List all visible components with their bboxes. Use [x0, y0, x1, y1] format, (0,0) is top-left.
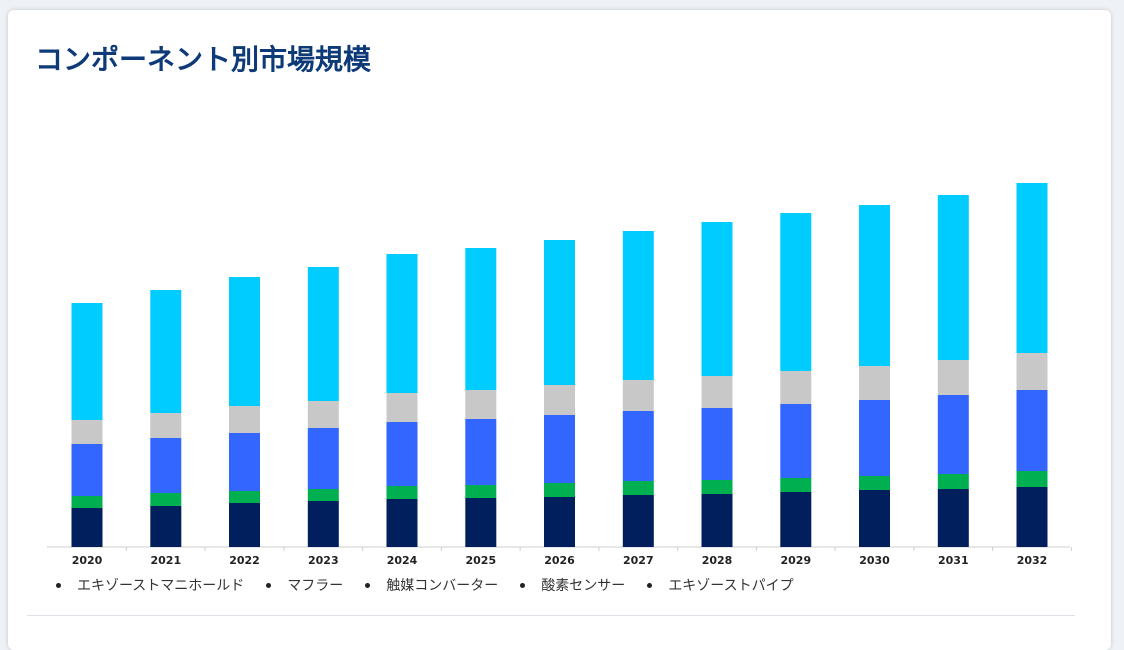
bar-segment-2030-series-2	[859, 400, 890, 476]
bar-segment-2026-series-4	[544, 240, 575, 385]
bar-segment-2026-series-0	[544, 497, 575, 547]
legend-item: エキゾーストパイプ	[647, 575, 794, 595]
bar-segment-2030-series-3	[859, 366, 890, 400]
x-tick-label: 2030	[859, 554, 890, 567]
bar-segment-2021-series-4	[150, 290, 182, 413]
bar-segment-2031-series-1	[937, 474, 969, 489]
chart-legend: エキゾーストマニホールド マフラー 触媒コンバーター 酸素センサー エキゾーストパイプ	[56, 575, 816, 595]
bar-segment-2027-series-0	[622, 495, 654, 547]
bar-segment-2028-series-2	[701, 408, 733, 480]
bar-segment-2025-series-0	[465, 498, 497, 547]
bar-segment-2025-series-2	[465, 419, 497, 485]
bar-segment-2021-series-3	[150, 413, 182, 438]
x-tick-label: 2032	[1017, 554, 1048, 567]
bar-segment-2028-series-0	[701, 494, 733, 547]
bar-segment-2030-series-4	[859, 205, 890, 366]
legend-item: エキゾーストマニホールド	[56, 575, 244, 595]
x-tick-label: 2022	[229, 554, 260, 567]
bar-segment-2025-series-1	[465, 485, 497, 498]
bar-segment-2031-series-3	[937, 360, 969, 395]
bar-segment-2032-series-0	[1016, 487, 1048, 547]
bar-segment-2028-series-1	[701, 480, 733, 494]
bar-segment-2022-series-3	[229, 406, 260, 433]
bar-segment-2024-series-1	[386, 486, 418, 499]
x-tick-label: 2027	[623, 554, 654, 567]
x-tick-label: 2025	[465, 554, 496, 567]
bar-segment-2023-series-3	[307, 401, 339, 428]
legend-bullet-icon	[365, 582, 371, 588]
bar-segment-2031-series-2	[937, 395, 969, 474]
bar-segment-2026-series-1	[544, 483, 575, 497]
bar-segment-2027-series-4	[622, 231, 654, 380]
bar-segment-2029-series-1	[780, 478, 812, 492]
bar-segment-2021-series-0	[150, 506, 182, 547]
bar-segment-2023-series-4	[307, 267, 339, 401]
legend-bullet-icon	[520, 582, 526, 588]
bar-segment-2029-series-2	[780, 404, 812, 478]
legend-label: エキゾーストマニホールド	[77, 578, 245, 594]
bar-segment-2022-series-0	[229, 503, 260, 547]
divider	[27, 615, 1075, 616]
bar-segment-2025-series-3	[465, 390, 497, 419]
bar-segment-2029-series-4	[780, 213, 812, 371]
bar-segment-2022-series-4	[229, 277, 260, 406]
bar-segment-2027-series-2	[622, 411, 654, 481]
legend-label: マフラー	[287, 578, 344, 594]
bar-segment-2022-series-2	[229, 433, 260, 491]
bar-segment-2032-series-3	[1016, 353, 1048, 390]
bar-segment-2024-series-2	[386, 422, 418, 486]
legend-label: 酸素センサー	[541, 578, 626, 594]
bar-segment-2023-series-2	[307, 428, 339, 489]
page-title: コンポーネント別市場規模	[35, 43, 372, 76]
bar-segment-2031-series-0	[937, 489, 969, 547]
x-tick-label: 2029	[780, 554, 811, 567]
legend-label: エキゾーストパイプ	[668, 578, 794, 594]
bar-segment-2020-series-1	[71, 496, 103, 508]
bar-segment-2020-series-3	[71, 420, 103, 444]
x-tick-label: 2031	[938, 554, 969, 567]
bar-segment-2029-series-3	[780, 371, 812, 404]
bar-segment-2028-series-4	[701, 222, 733, 376]
legend-bullet-icon	[56, 582, 61, 588]
legend-label: 触媒コンバーター	[386, 578, 499, 594]
legend-item: マフラー	[266, 575, 343, 595]
bar-segment-2024-series-3	[386, 393, 418, 422]
bar-segment-2030-series-0	[859, 490, 890, 547]
bar-segment-2031-series-4	[937, 195, 969, 360]
bar-segment-2023-series-0	[307, 501, 339, 547]
bar-segment-2023-series-1	[307, 489, 339, 501]
bar-segment-2027-series-1	[622, 481, 654, 495]
x-tick-label: 2028	[702, 554, 733, 567]
bar-segment-2032-series-1	[1016, 471, 1048, 487]
bar-segment-2025-series-4	[465, 248, 497, 390]
bar-segment-2032-series-4	[1016, 183, 1048, 353]
bar-segment-2026-series-2	[544, 415, 575, 483]
legend-item: 触媒コンバーター	[365, 575, 498, 595]
bar-segment-2021-series-2	[150, 438, 182, 493]
legend-bullet-icon	[266, 582, 272, 588]
stacked-bar-chart: 2020 2021 2022 2023 2024 2025 2026 2027 2028 2029…	[47, 183, 1072, 567]
bar-segment-2022-series-1	[229, 491, 260, 503]
bar-segment-2029-series-0	[780, 492, 812, 547]
bar-segment-2020-series-2	[71, 444, 103, 496]
bar-segment-2021-series-1	[150, 493, 182, 506]
bar-segment-2027-series-3	[622, 380, 654, 411]
bar-segment-2028-series-3	[701, 376, 733, 408]
x-tick-label: 2023	[308, 554, 339, 567]
x-tick-label: 2020	[72, 554, 103, 567]
bar-segment-2020-series-0	[71, 508, 103, 547]
bar-segment-2020-series-4	[71, 303, 103, 420]
x-tick-label: 2026	[544, 554, 575, 567]
bar-segment-2024-series-0	[386, 499, 418, 547]
bar-segment-2032-series-2	[1016, 390, 1048, 471]
bar-segment-2030-series-1	[859, 476, 890, 490]
legend-bullet-icon	[647, 582, 653, 588]
bar-segment-2026-series-3	[544, 385, 575, 415]
legend-item: 酸素センサー	[520, 575, 625, 595]
bar-segment-2024-series-4	[386, 254, 418, 393]
x-tick-label: 2021	[150, 554, 181, 567]
x-tick-label: 2024	[387, 554, 418, 567]
